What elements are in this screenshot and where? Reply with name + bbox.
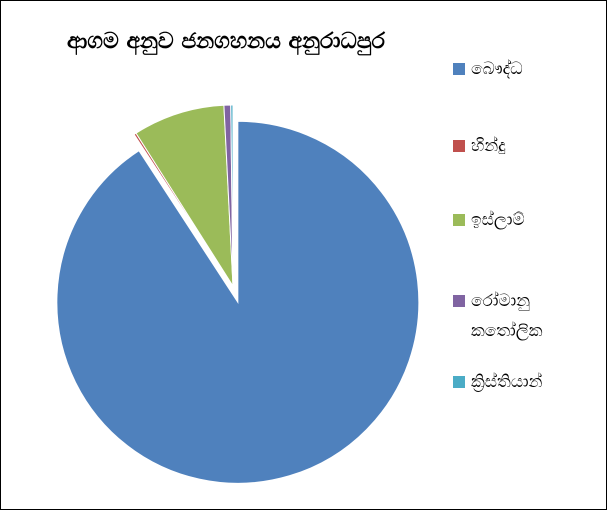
- pie-slice: [230, 104, 234, 287]
- legend-item: බෞද්ධ: [453, 54, 593, 84]
- legend-label: බෞද්ධ: [471, 59, 523, 79]
- legend-item: ක්‍රිස්තියාන්: [453, 367, 593, 397]
- pie-slice: [135, 104, 234, 288]
- pie-slice: [56, 120, 420, 484]
- legend-swatch: [453, 376, 465, 388]
- legend-label: රෝමානු කතෝලික: [471, 291, 543, 341]
- legend-item: හින්දු: [453, 131, 593, 161]
- legend-swatch: [453, 214, 465, 226]
- legend-swatch: [453, 295, 465, 307]
- pie-area: [56, 104, 420, 484]
- legend-label: ඉස්ලාම්: [471, 210, 525, 230]
- legend-label: ක්‍රිස්තියාන්: [471, 372, 543, 392]
- legend-item: රෝමානු කතෝලික: [453, 286, 593, 346]
- legend-swatch: [453, 140, 465, 152]
- legend-swatch: [453, 63, 465, 75]
- chart-title: ආගම අනුව ජනගහනය අනුරාධපුර: [67, 29, 385, 54]
- legend-item: ඉස්ලාම්: [453, 205, 593, 235]
- legend-label: හින්දු: [471, 136, 506, 156]
